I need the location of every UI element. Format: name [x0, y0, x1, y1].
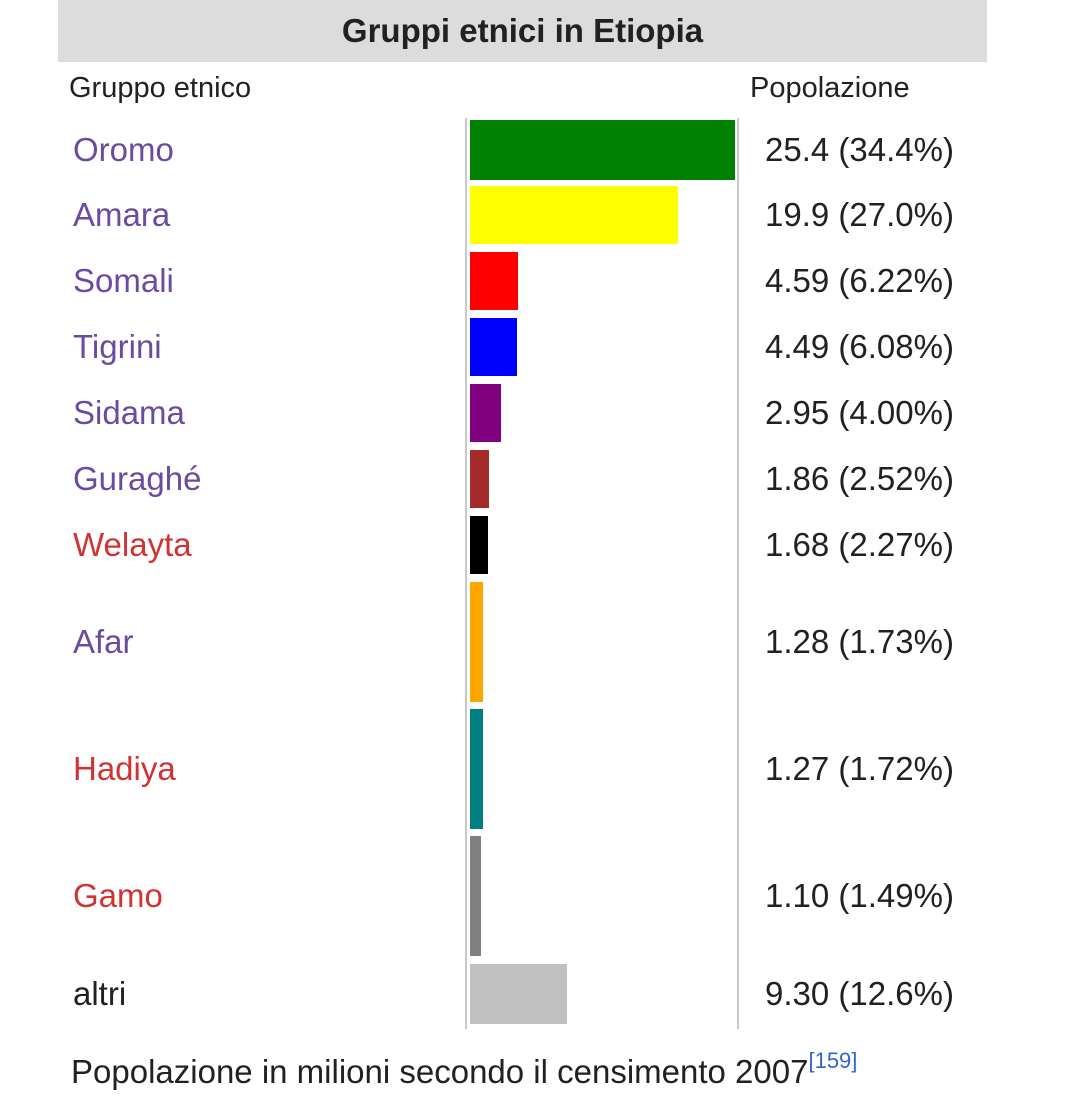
bar-10	[470, 964, 567, 1024]
caption-text: Popolazione in milioni secondo il censim…	[71, 1053, 809, 1090]
value-label-1: 19.9 (27.0%)	[765, 196, 954, 233]
bar-4	[470, 384, 501, 442]
value-label-9: 1.10 (1.49%)	[765, 877, 954, 914]
bar-1	[470, 186, 678, 244]
value-label-2: 4.59 (6.22%)	[765, 262, 954, 299]
chart-title: Gruppi etnici in Etiopia	[58, 0, 987, 62]
group-label-3[interactable]: Tigrini	[73, 328, 162, 365]
value-label-6: 1.68 (2.27%)	[765, 526, 954, 563]
value-label-3: 4.49 (6.08%)	[765, 328, 954, 365]
bar-axis-left	[465, 118, 467, 1029]
caption-reference-link[interactable]: [159]	[808, 1048, 858, 1073]
bar-7	[470, 582, 483, 702]
value-label-10: 9.30 (12.6%)	[765, 975, 954, 1012]
group-label-0[interactable]: Oromo	[73, 131, 174, 168]
column-header-group: Gruppo etnico	[69, 72, 252, 104]
group-label-9[interactable]: Gamo	[73, 877, 163, 914]
group-label-2[interactable]: Somali	[73, 262, 174, 299]
bar-2	[470, 252, 518, 310]
value-label-0: 25.4 (34.4%)	[765, 131, 954, 168]
ethnic-groups-table: Gruppi etnici in Etiopia Gruppo etnico P…	[58, 0, 987, 1110]
value-label-8: 1.27 (1.72%)	[765, 750, 954, 787]
column-header-population: Popolazione	[750, 72, 910, 104]
value-label-5: 1.86 (2.52%)	[765, 460, 954, 497]
bar-0	[470, 120, 735, 180]
bar-9	[470, 836, 481, 956]
group-label-4[interactable]: Sidama	[73, 394, 185, 431]
group-label-7[interactable]: Afar	[73, 623, 134, 660]
bar-axis-right	[737, 118, 739, 1029]
group-label-5[interactable]: Guraghé	[73, 460, 202, 497]
group-label-8[interactable]: Hadiya	[73, 750, 176, 787]
chart-caption: Popolazione in milioni secondo il censim…	[71, 1048, 857, 1091]
value-label-7: 1.28 (1.73%)	[765, 623, 954, 660]
value-label-4: 2.95 (4.00%)	[765, 394, 954, 431]
group-label-1[interactable]: Amara	[73, 196, 171, 233]
bar-6	[470, 516, 488, 574]
bar-8	[470, 709, 483, 829]
group-label-6[interactable]: Welayta	[73, 526, 192, 563]
bar-5	[470, 450, 489, 508]
group-label-10: altri	[73, 975, 127, 1012]
bar-3	[470, 318, 517, 376]
